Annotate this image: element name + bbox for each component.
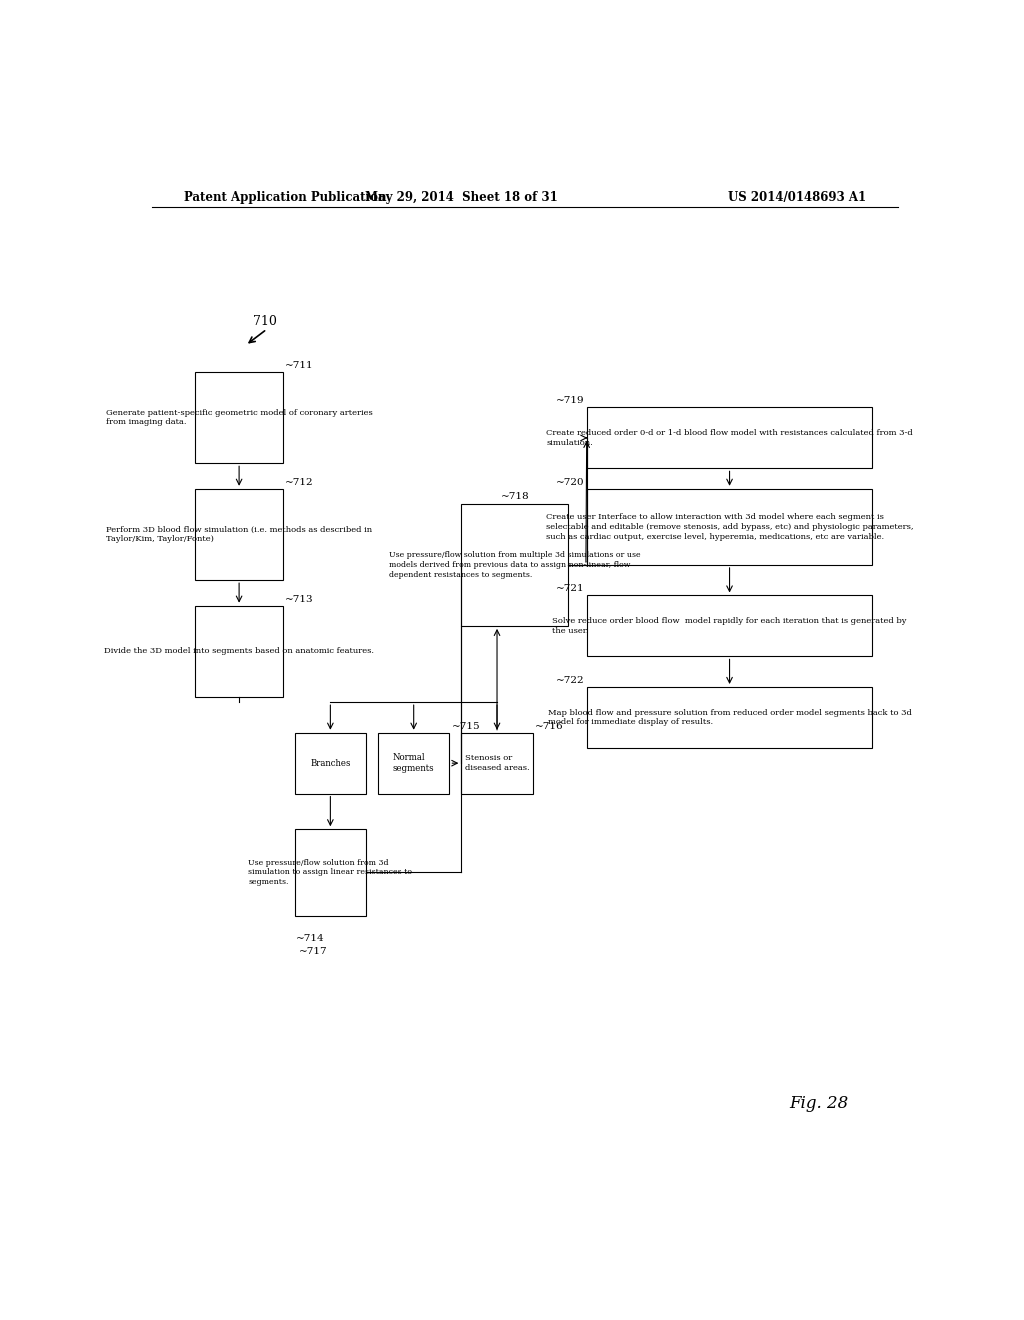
Text: Solve reduce order blood flow  model rapidly for each iteration that is generate: Solve reduce order blood flow model rapi… (552, 616, 907, 635)
Text: ~713: ~713 (285, 594, 313, 603)
Text: ~718: ~718 (501, 492, 529, 500)
Bar (587, 686, 872, 748)
Text: Branches: Branches (310, 759, 350, 768)
Text: Perform 3D blood flow simulation (i.e. methods as described in
Taylor/Kim, Taylo: Perform 3D blood flow simulation (i.e. m… (106, 525, 372, 544)
Text: Map blood flow and pressure solution from reduced order model segments back to 3: Map blood flow and pressure solution fro… (548, 709, 911, 726)
Bar (587, 408, 872, 469)
Text: ~721: ~721 (556, 585, 585, 594)
Text: ~722: ~722 (556, 676, 585, 685)
Text: Stenosis or
diseased areas.: Stenosis or diseased areas. (465, 754, 529, 772)
Text: ~716: ~716 (536, 722, 564, 731)
Bar (295, 733, 367, 793)
Bar (378, 733, 450, 793)
Text: Use pressure/flow solution from 3d
simulation to assign linear resistances to
se: Use pressure/flow solution from 3d simul… (249, 858, 413, 886)
Text: Normal
segments: Normal segments (393, 754, 434, 774)
Text: US 2014/0148693 A1: US 2014/0148693 A1 (728, 190, 866, 203)
Text: Create reduced order 0-d or 1-d blood flow model with resistances calculated fro: Create reduced order 0-d or 1-d blood fl… (546, 429, 913, 446)
Text: Use pressure/flow solution from multiple 3d simulations or use
models derived fr: Use pressure/flow solution from multiple… (389, 552, 641, 578)
Text: May 29, 2014  Sheet 18 of 31: May 29, 2014 Sheet 18 of 31 (365, 190, 558, 203)
Bar (196, 372, 283, 463)
Bar (587, 488, 872, 565)
Bar (461, 733, 532, 793)
Text: ~712: ~712 (285, 478, 313, 487)
Text: Divide the 3D model into segments based on anatomic features.: Divide the 3D model into segments based … (104, 647, 374, 655)
Text: 710: 710 (253, 314, 278, 327)
Text: ~720: ~720 (556, 478, 585, 487)
Text: ~711: ~711 (285, 360, 313, 370)
Text: Fig. 28: Fig. 28 (788, 1096, 848, 1113)
Bar (196, 606, 283, 697)
Text: Create user Interface to allow interaction with 3d model where each segment is
s: Create user Interface to allow interacti… (546, 513, 913, 541)
Text: Generate patient-specific geometric model of coronary arteries
from imaging data: Generate patient-specific geometric mode… (105, 409, 373, 426)
Bar (196, 488, 283, 581)
Bar (587, 595, 872, 656)
Text: ~717: ~717 (299, 946, 328, 956)
Bar (461, 504, 568, 626)
Text: ~715: ~715 (452, 722, 480, 731)
Text: ~719: ~719 (556, 396, 585, 405)
Bar (295, 829, 367, 916)
Text: Patent Application Publication: Patent Application Publication (183, 190, 386, 203)
Text: ~714: ~714 (296, 935, 325, 942)
